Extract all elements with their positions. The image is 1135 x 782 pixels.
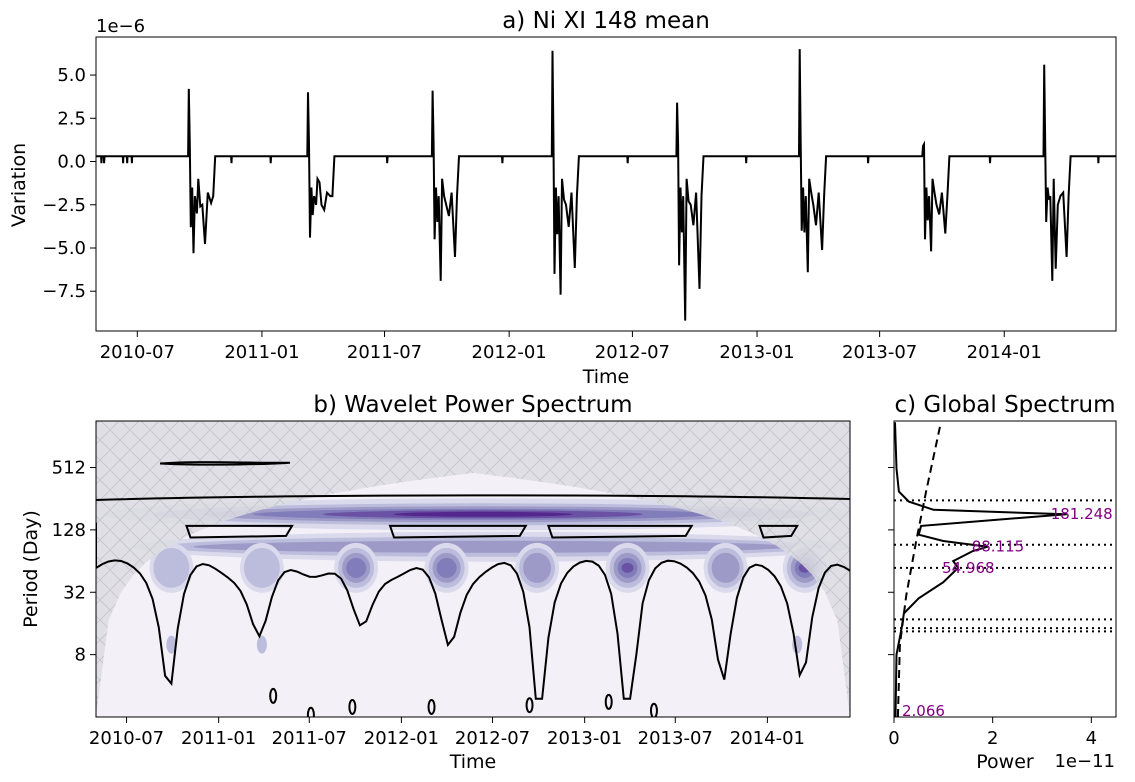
panel-b-y-tick-label: 32 — [63, 582, 86, 603]
power-blob-55 — [243, 547, 280, 588]
panel-a-y-tick-label: 2.5 — [57, 108, 86, 129]
panel-c-peak-label: 88.115 — [972, 538, 1024, 556]
power-blob-55 — [153, 547, 190, 588]
significance-contour-small — [604, 693, 613, 710]
panel-a-x-tick-label: 2012-01 — [472, 342, 547, 363]
significance-contour-small — [269, 687, 278, 704]
panel-b-y-tick-label: 8 — [75, 645, 86, 666]
significance-contour-band — [547, 524, 694, 539]
panel-a-x-tick-label: 2013-07 — [842, 342, 917, 363]
significance-contour-island — [159, 461, 291, 466]
panel-c-significance-line — [896, 422, 942, 717]
panel-a-x-tick-label: 2011-07 — [347, 342, 422, 363]
panel-c-peak-lines — [894, 499, 1116, 633]
panel-a-y-offset-label: 1e−6 — [96, 16, 145, 37]
panel-c-plot — [894, 422, 1116, 717]
panel-b-y-tick-label: 128 — [52, 520, 86, 541]
panel-b-x-tick-label: 2013-07 — [638, 728, 713, 749]
panel-a: a) Ni XI 148 mean 1e−6 5.0 2.5 0.0 −2.5 −5.0… — [8, 8, 1117, 388]
panel-b: b) Wavelet Power Spectrum 512 128 32 8 2010… — [20, 392, 851, 773]
panel-c-peak-label: 2.066 — [902, 702, 945, 720]
panel-a-title: a) Ni XI 148 mean — [502, 8, 710, 34]
panel-b-cone-hatch — [96, 421, 850, 717]
panel-c-x-tick-label: 4 — [1086, 728, 1097, 749]
power-blob-55 — [621, 562, 634, 573]
significance-contour-top — [96, 494, 850, 502]
significance-contour-small — [525, 697, 534, 714]
significance-contour-small — [427, 698, 436, 715]
panel-b-title: b) Wavelet Power Spectrum — [313, 392, 632, 418]
panel-c-peak-label: 54.968 — [942, 559, 995, 577]
panel-c-x-tick-label: 0 — [888, 728, 899, 749]
power-blob-10 — [256, 635, 267, 654]
panel-c-x-tick-label: 2 — [987, 728, 998, 749]
panel-b-x-tick-label: 2012-07 — [455, 728, 530, 749]
panel-a-y-tick-label: 5.0 — [57, 65, 86, 86]
power-blob-55 — [523, 552, 552, 583]
panel-c-global-spectrum-line — [894, 422, 1067, 717]
panel-b-x-tick-label: 2011-01 — [181, 728, 256, 749]
panel-a-x-tick-label: 2014-01 — [967, 342, 1042, 363]
panel-b-x-label: Time — [449, 751, 497, 773]
panel-a-y-ticks: 5.0 2.5 0.0 −2.5 −5.0 −7.5 — [42, 65, 96, 302]
panel-a-series — [96, 49, 1116, 321]
panel-a-x-tick-label: 2012-07 — [595, 342, 670, 363]
panel-c-frame — [893, 420, 1117, 718]
significance-contour-small — [348, 698, 357, 715]
panel-a-x-tick-label: 2011-01 — [224, 342, 299, 363]
significance-contour-lower — [96, 522, 850, 700]
panel-a-x-ticks: 2010-07 2011-01 2011-07 2012-01 2012-07 2013-… — [100, 331, 1042, 363]
panel-a-x-tick-label: 2010-07 — [100, 342, 175, 363]
panel-c-x-ticks: 0 2 4 — [888, 717, 1097, 749]
panel-b-x-tick-label: 2011-07 — [272, 728, 347, 749]
panel-b-x-tick-label: 2014-01 — [730, 728, 805, 749]
panel-b-y-ticks: 512 128 32 8 — [52, 458, 96, 666]
panel-a-frame — [95, 36, 1117, 332]
panel-b-y-tick-label: 512 — [52, 458, 86, 479]
power-blob-55 — [346, 557, 367, 578]
power-blob-10 — [166, 635, 177, 654]
panel-b-x-tick-label: 2012-01 — [364, 728, 439, 749]
panel-a-y-tick-label: 0.0 — [57, 152, 86, 173]
panel-b-frame — [95, 420, 851, 718]
panel-c-x-label: Power — [976, 751, 1034, 773]
panel-a-y-tick-label: −7.5 — [42, 281, 86, 302]
significance-contour-small — [306, 706, 315, 717]
significance-contour-band — [388, 524, 528, 539]
panel-c-peak-labels: 181.248 88.115 54.968 2.066 — [902, 505, 1113, 720]
panel-c: c) Global Spectrum 181.248 88.115 54.968 2.… — [888, 392, 1117, 773]
panel-c-title: c) Global Spectrum — [894, 392, 1115, 418]
panel-b-y-label: Period (Day) — [20, 510, 42, 628]
panel-a-x-label: Time — [582, 366, 630, 388]
panel-c-y-ticks — [888, 467, 894, 656]
panel-a-y-tick-label: −2.5 — [42, 195, 86, 216]
power-band-88 — [193, 540, 793, 553]
panel-a-x-tick-label: 2013-01 — [719, 342, 794, 363]
panel-a-y-tick-label: −5.0 — [42, 238, 86, 259]
panel-b-x-ticks: 2010-07 2011-01 2011-07 2012-01 2012-07 2013-… — [89, 717, 805, 749]
panel-b-x-tick-label: 2013-01 — [547, 728, 622, 749]
panel-b-wavelet-plot — [96, 421, 850, 717]
panel-a-y-label: Variation — [8, 143, 30, 227]
power-blob-55 — [711, 552, 740, 583]
significance-contour-band — [185, 524, 294, 539]
panel-a-variation-line — [96, 49, 1116, 321]
panel-b-x-tick-label: 2010-07 — [89, 728, 164, 749]
panel-c-x-offset-label: 1e−11 — [1054, 751, 1115, 772]
panel-b-significance-contours — [96, 461, 850, 717]
significance-contour-small — [649, 702, 658, 717]
panel-c-peak-label: 181.248 — [1051, 505, 1113, 523]
power-band-181 — [393, 511, 573, 517]
significance-contour-band — [758, 524, 799, 539]
power-blob-55 — [436, 557, 457, 578]
